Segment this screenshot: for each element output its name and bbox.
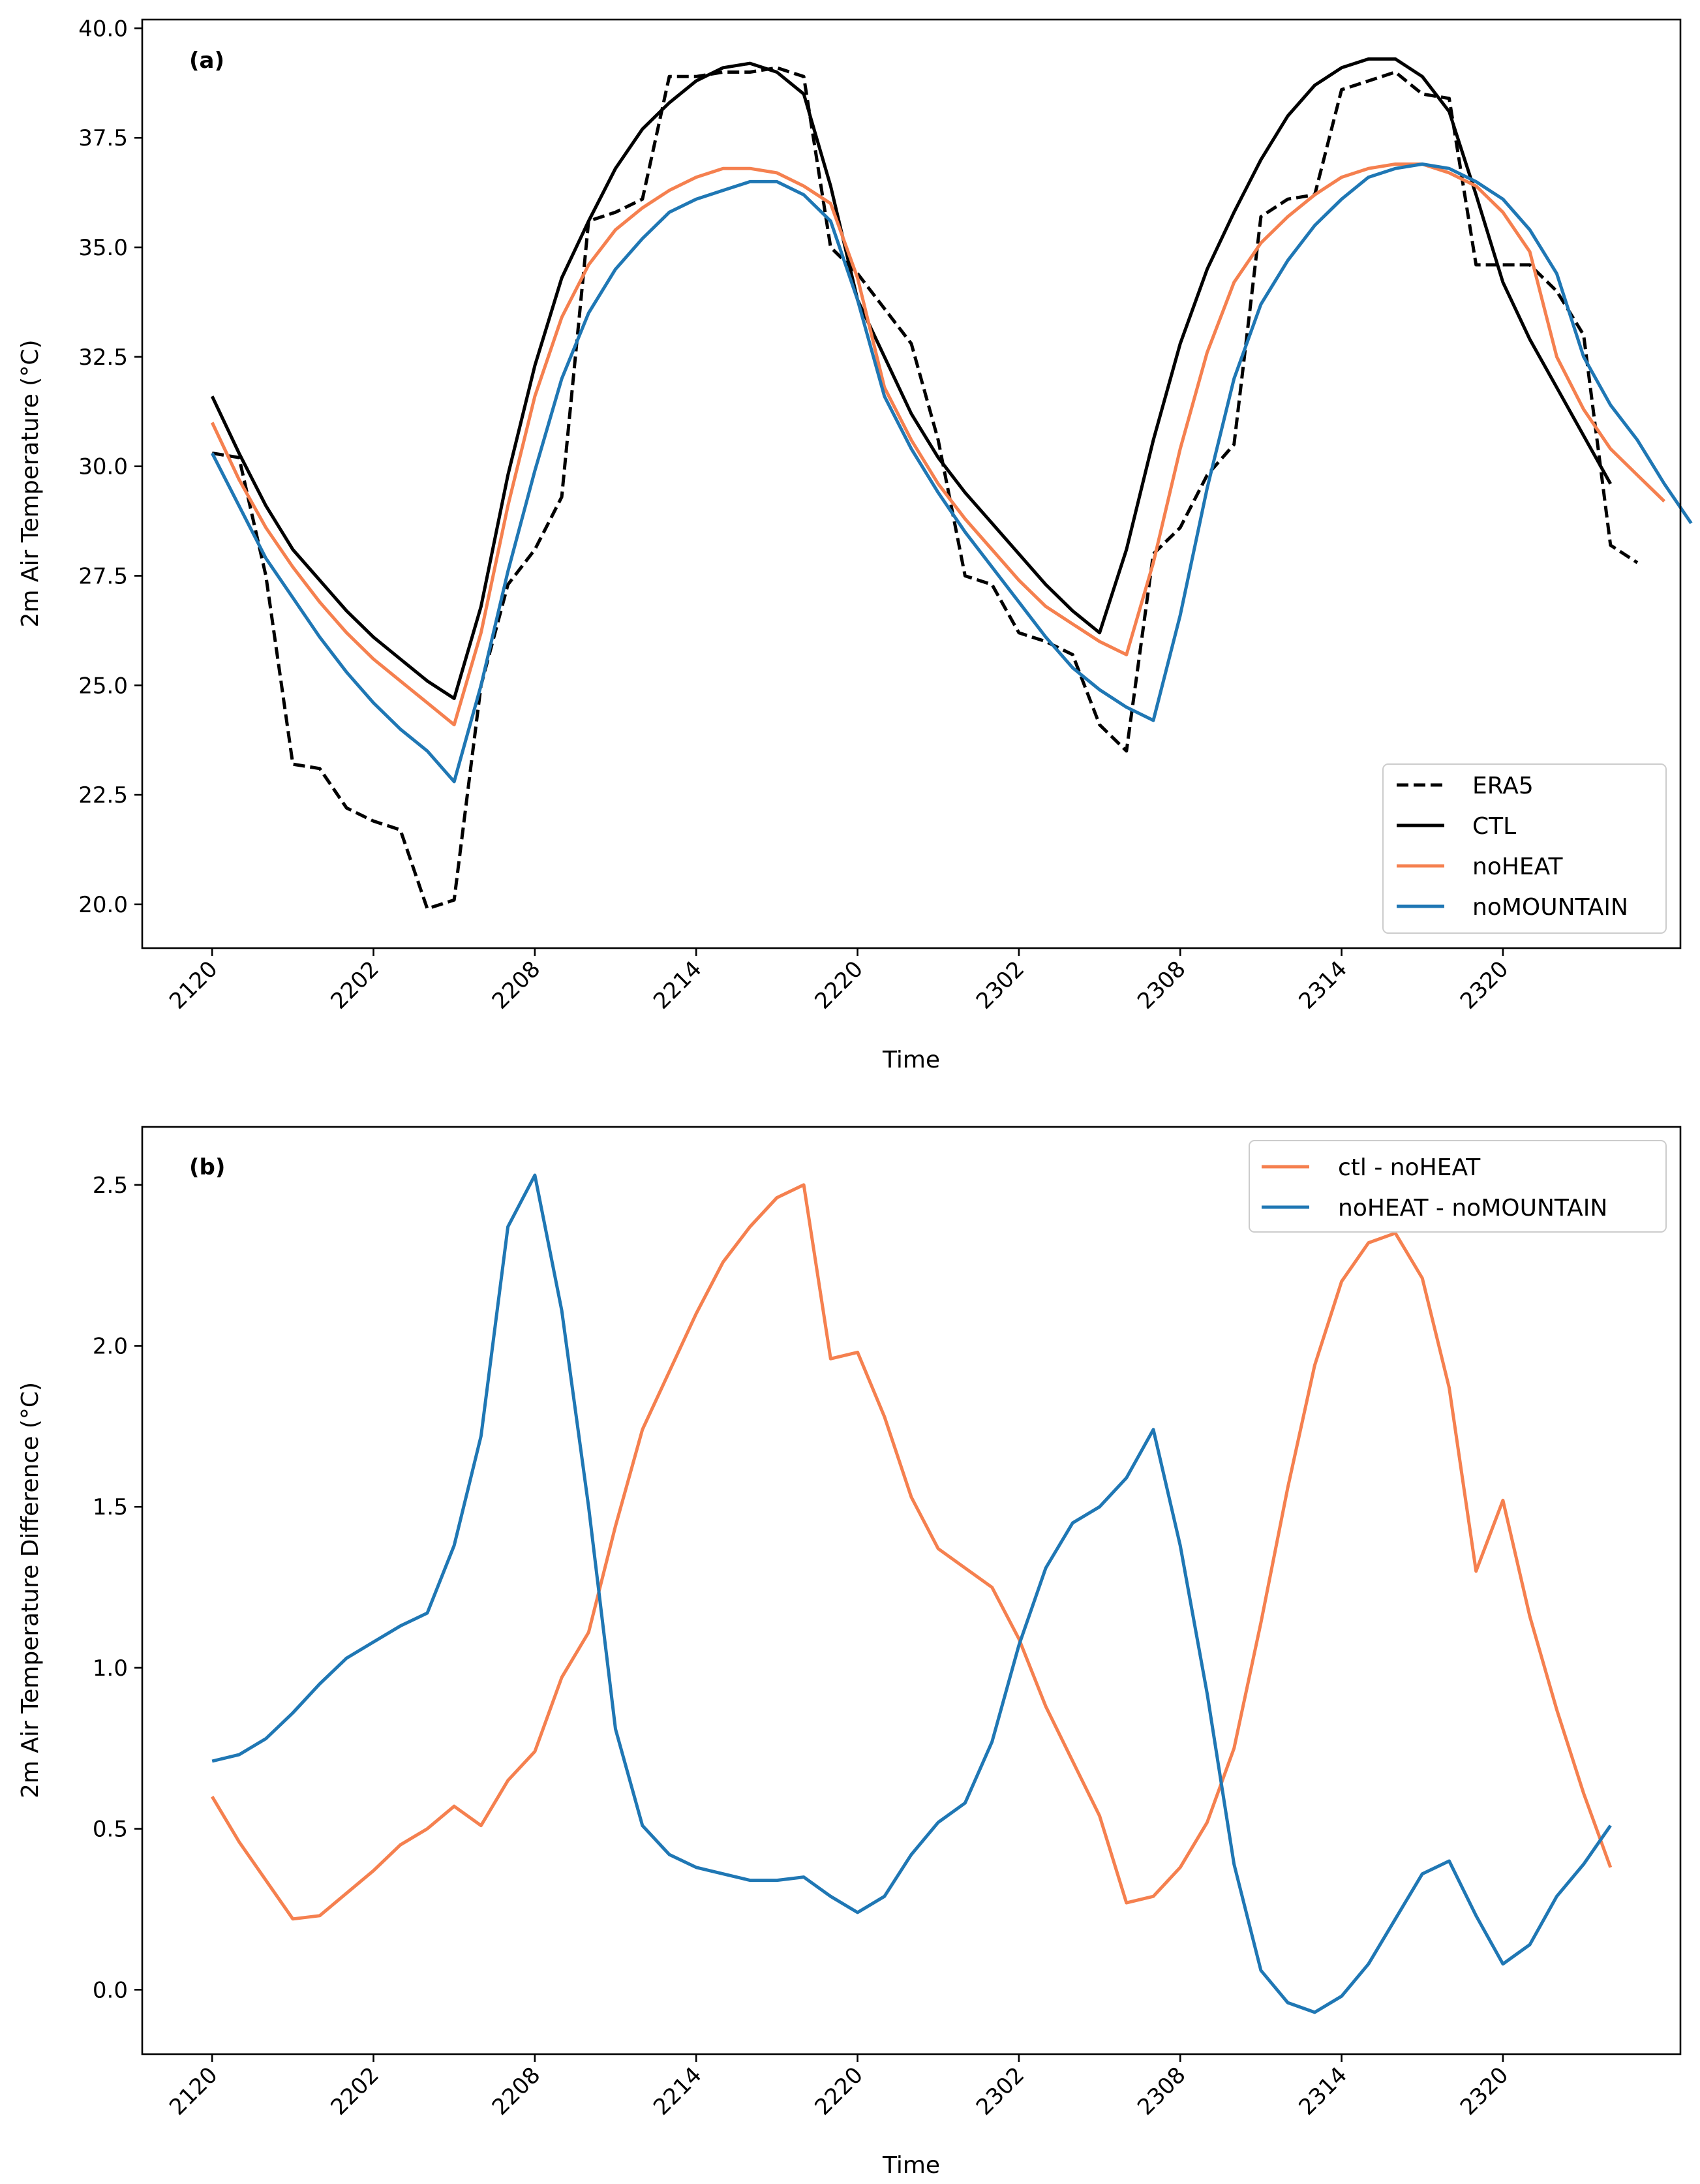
- panel-b-series-noheat-nomountain: [211, 1173, 1612, 2014]
- panel-b-y-tick-label: 0.5: [93, 1817, 128, 1843]
- panel-b-x-axis-label: Time: [882, 2152, 940, 2179]
- panel-b-y-tick-label: 2.0: [93, 1334, 128, 1360]
- panel-b-legend-label-ctl-noheat: ctl - noHEAT: [1338, 1154, 1481, 1181]
- panel-b-label: (b): [189, 1154, 225, 1180]
- panel-b-y-axis-label: 2m Air Temperature Difference (°C): [17, 1382, 44, 1798]
- panel-a-y-tick-label: 35.0: [78, 235, 128, 261]
- panel-a-legend-label-nomountain: noMOUNTAIN: [1472, 894, 1628, 921]
- panel-b-y-tick-label: 0.0: [93, 1977, 128, 2003]
- panel-b-legend-label-noheat-nomountain: noHEAT - noMOUNTAIN: [1338, 1195, 1607, 1222]
- panel-b-y-tick-label: 1.0: [93, 1655, 128, 1682]
- panel-b-y-ticks: 0.0 0.5 1.0 1.5 2.0 2.5: [93, 1173, 142, 2003]
- panel-a-legend-label-era5: ERA5: [1472, 773, 1534, 799]
- panel-a-series-ctl: [210, 57, 1612, 700]
- panel-b-legend: ctl - noHEAT noHEAT - noMOUNTAIN: [1249, 1140, 1667, 1233]
- panel-a-label: (a): [189, 48, 224, 74]
- panel-a-series-nomountain: [210, 162, 1693, 784]
- panel-a-y-ticks: 20.0 22.5 25.0 27.5 30.0 32.5 35.0 37.5 40.0: [78, 16, 142, 918]
- panel-b-y-tick-label: 2.5: [93, 1173, 128, 1199]
- panel-a-series-era5: [211, 66, 1639, 911]
- panel-a-y-tick-label: 40.0: [78, 16, 128, 42]
- panel-a-legend-box: [1382, 763, 1667, 934]
- panel-b-y-tick-label: 1.5: [93, 1494, 128, 1520]
- panel-a-axes-frame: [141, 18, 1682, 949]
- panel-a-legend: ERA5 CTL noHEAT noMOUNTAIN: [1382, 763, 1667, 934]
- panel-a-legend-label-noheat: noHEAT: [1472, 854, 1563, 880]
- panel-b-series-ctl-noheat: [211, 1183, 1613, 1921]
- panel-a-y-tick-label: 22.5: [78, 782, 128, 808]
- panel-a-y-tick-label: 20.0: [78, 892, 128, 918]
- panel-a-y-tick-label: 32.5: [78, 345, 128, 371]
- panel-a-series: [210, 57, 1693, 911]
- panel-b-series: [211, 1173, 1613, 2014]
- panel-a-legend-label-ctl: CTL: [1472, 813, 1516, 840]
- panel-b-axes-frame: [141, 1126, 1682, 2055]
- panel-a-y-tick-label: 27.5: [78, 563, 128, 589]
- panel-a-x-axis-label: Time: [882, 1047, 940, 1073]
- panel-a-y-tick-label: 30.0: [78, 454, 128, 480]
- panel-a-y-tick-label: 25.0: [78, 673, 128, 699]
- panel-b-legend-box: [1249, 1140, 1667, 1233]
- panel-a-y-tick-label: 37.5: [78, 125, 128, 151]
- panel-a-y-axis-label: 2m Air Temperature (°C): [17, 340, 44, 628]
